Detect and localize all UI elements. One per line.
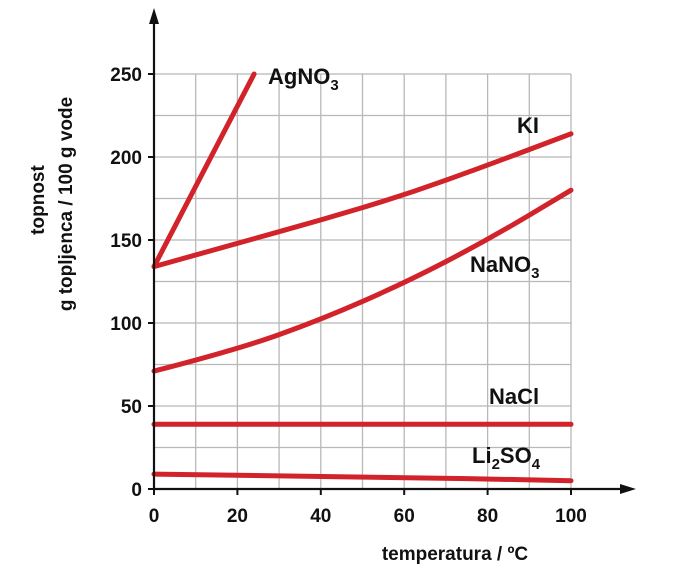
axes: 0 20 40 60 80 100 0 50 100 150 200 250 <box>110 8 636 527</box>
y-tick-label: 0 <box>131 480 142 501</box>
x-tick-label: 20 <box>227 506 248 527</box>
y-axis-arrow-icon <box>149 8 159 24</box>
x-axis-title: temperatura / ºC <box>382 544 529 565</box>
y-axis-title-line-2: g topljenca / 100 g vode <box>56 97 77 311</box>
series-labels: AgNO3 KI NaNO3 NaCl Li2SO4 <box>268 64 541 473</box>
x-axis-arrow-icon <box>620 484 636 494</box>
y-tick-label: 100 <box>110 314 142 335</box>
series-label-nano3: NaNO3 <box>470 252 539 282</box>
y-axis-title-line-1: topnost <box>28 165 49 235</box>
grid <box>154 73 572 489</box>
series-label-li2so4: Li2SO4 <box>472 443 541 473</box>
x-tick-label: 100 <box>555 506 587 527</box>
series-label-ki: KI <box>517 113 539 138</box>
x-tick-label: 40 <box>310 506 331 527</box>
series-line-ki <box>151 131 574 270</box>
x-tick-label: 60 <box>394 506 415 527</box>
y-tick-label: 150 <box>110 231 142 252</box>
y-tick-label: 250 <box>110 65 142 86</box>
x-tick-label: 0 <box>149 506 160 527</box>
series-lines <box>151 71 574 484</box>
series-line-nano3 <box>151 187 574 374</box>
y-tick-label: 200 <box>110 148 142 169</box>
x-tick-label: 80 <box>477 506 498 527</box>
series-line-agno3 <box>151 71 257 270</box>
series-line-li2so4 <box>151 471 574 484</box>
series-label-agno3: AgNO3 <box>268 64 339 94</box>
y-tick-label: 50 <box>121 397 142 418</box>
series-label-nacl: NaCl <box>489 384 539 409</box>
